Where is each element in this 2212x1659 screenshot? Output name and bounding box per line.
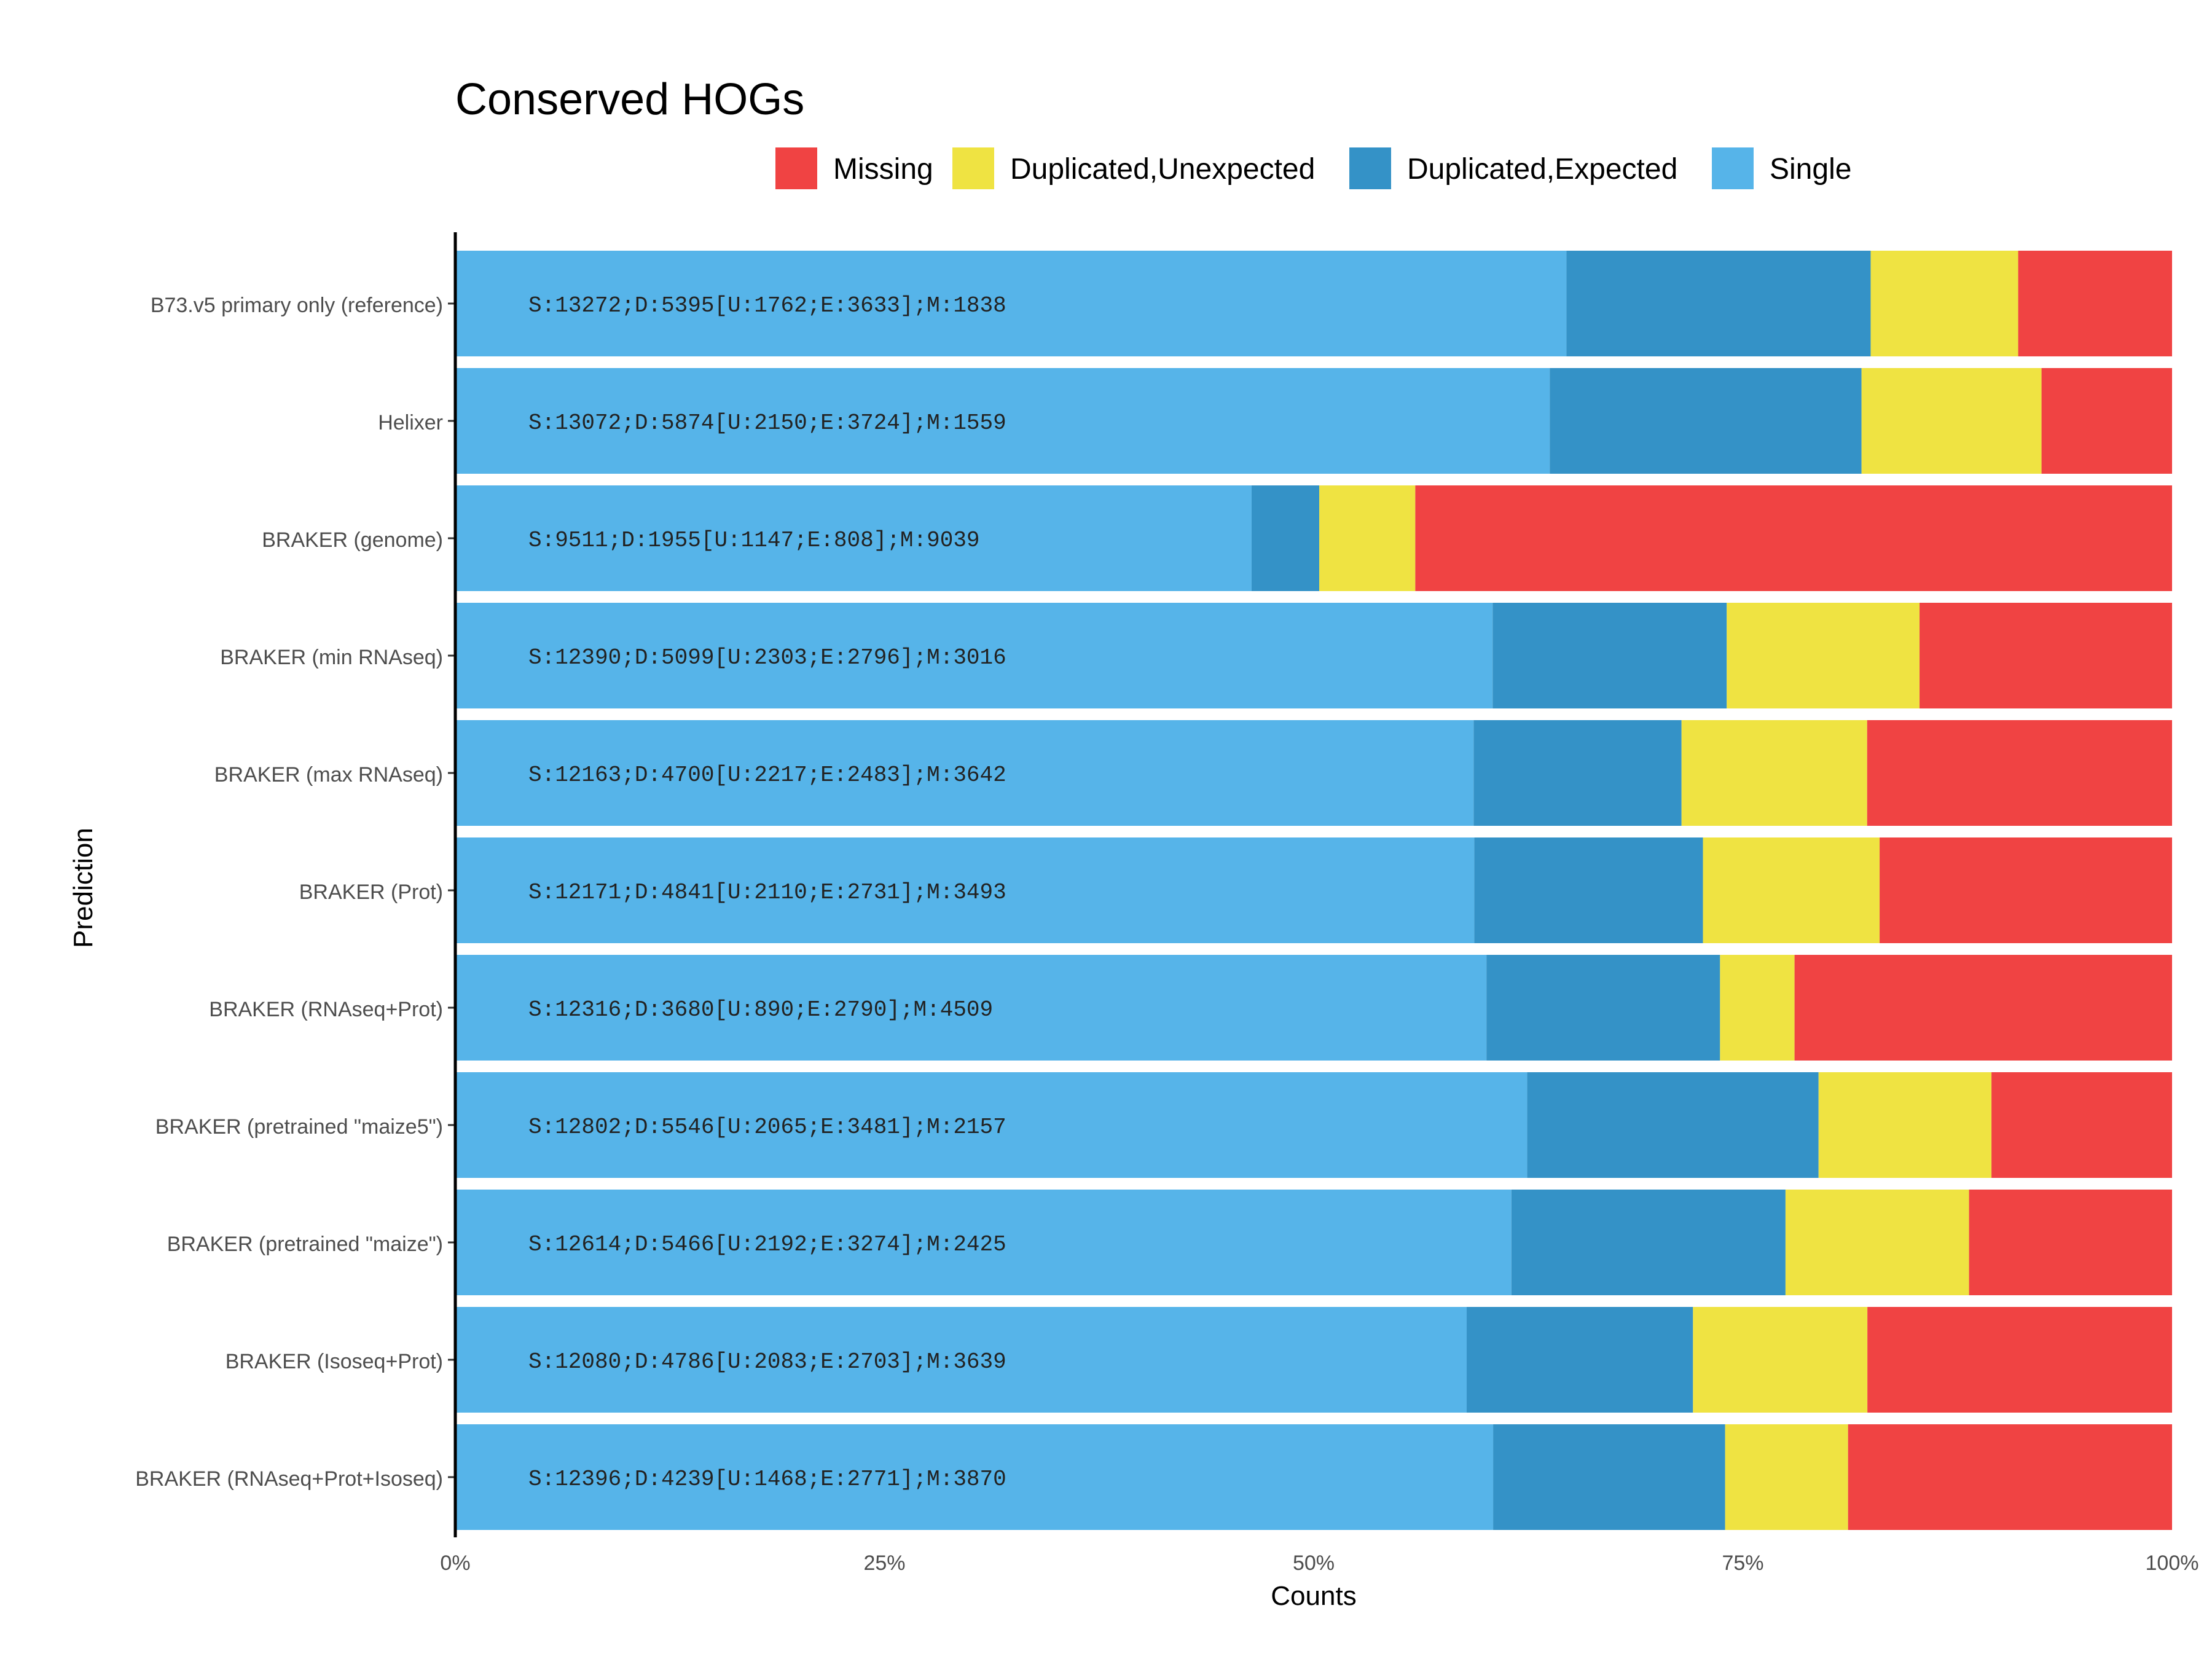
bar-annotation: S:12614;D:5466[U:2192;E:3274];M:2425	[528, 1232, 1006, 1257]
bar-segment-duplicated-unexpected	[1818, 1072, 1992, 1178]
bar-segment-duplicated-expected	[1492, 603, 1727, 708]
bar-annotation: S:12080;D:4786[U:2083;E:2703];M:3639	[528, 1349, 1006, 1375]
bar-annotation: S:13072;D:5874[U:2150;E:3724];M:1559	[528, 410, 1006, 436]
bar-annotations-group: S:13272;D:5395[U:1762;E:3633];M:1838 S:13…	[528, 293, 1006, 1492]
bar-annotation: S:12802;D:5546[U:2065;E:3481];M:2157	[528, 1115, 1006, 1140]
y-tick-label: BRAKER (max RNAseq)	[214, 763, 443, 786]
bar-segment-missing	[1880, 837, 2172, 943]
bar-annotation: S:12163;D:4700[U:2217;E:2483];M:3642	[528, 763, 1006, 788]
legend-swatch-single	[1712, 147, 1754, 189]
y-tick-label: BRAKER (Prot)	[299, 880, 443, 904]
bar-segment-missing	[1415, 485, 2172, 591]
bar-annotation: S:13272;D:5395[U:1762;E:3633];M:1838	[528, 293, 1006, 318]
chart-title: Conserved HOGs	[455, 75, 804, 124]
x-tick-label: 75%	[1722, 1551, 1763, 1575]
bar-segment-missing	[2041, 368, 2172, 474]
bar-segment-duplicated-expected	[1550, 368, 1862, 474]
bar-segment-duplicated-expected	[1493, 1424, 1725, 1530]
bar-segment-missing	[1867, 1307, 2172, 1413]
bar-segment-single	[455, 603, 1493, 708]
bar-segment-missing	[1991, 1072, 2172, 1178]
bar-segment-single	[455, 1072, 1528, 1178]
bar-annotation: S:12396;D:4239[U:1468;E:2771];M:3870	[528, 1467, 1006, 1492]
bar-segment-missing	[1867, 720, 2172, 826]
bar-annotation: S:9511;D:1955[U:1147;E:808];M:9039	[528, 528, 980, 553]
bar-segment-duplicated-unexpected	[1861, 368, 2042, 474]
y-tick-label: BRAKER (pretrained "maize5")	[155, 1115, 443, 1139]
y-tick-label: BRAKER (min RNAseq)	[220, 646, 443, 669]
y-tick-label: B73.v5 primary only (reference)	[151, 294, 443, 317]
legend-label-missing: Missing	[833, 153, 933, 186]
x-axis-tick-labels: 0% 25% 50% 75% 100%	[440, 1551, 2198, 1575]
y-tick-label: BRAKER (genome)	[262, 528, 443, 552]
x-tick-label: 100%	[2146, 1551, 2199, 1575]
bar-segment-duplicated-unexpected	[1870, 251, 2018, 356]
bar-segment-single	[455, 1424, 1494, 1530]
bar-segment-single	[455, 1307, 1467, 1413]
legend-label-duplicated-expected: Duplicated,Expected	[1407, 153, 1677, 186]
bar-segment-single	[455, 837, 1475, 943]
bar-annotation: S:12171;D:4841[U:2110;E:2731];M:3493	[528, 880, 1006, 905]
bar-segment-single	[455, 368, 1550, 474]
bar-segment-duplicated-unexpected	[1703, 837, 1880, 943]
bar-segment-duplicated-expected	[1474, 837, 1703, 943]
bar-segment-duplicated-expected	[1251, 485, 1320, 591]
y-tick-label: BRAKER (RNAseq+Prot)	[209, 998, 443, 1021]
bar-segment-duplicated-expected	[1527, 1072, 1819, 1178]
legend-label-duplicated-unexpected: Duplicated,Unexpected	[1010, 153, 1315, 186]
bar-segment-duplicated-expected	[1566, 251, 1871, 356]
bar-segment-missing	[1920, 603, 2172, 708]
bar-segment-duplicated-expected	[1473, 720, 1682, 826]
bar-annotation: S:12390;D:5099[U:2303;E:2796];M:3016	[528, 645, 1006, 670]
x-tick-label: 0%	[440, 1551, 470, 1575]
y-tick-label: Helixer	[378, 411, 443, 434]
bar-segment-single	[455, 955, 1487, 1061]
bar-segment-duplicated-unexpected	[1725, 1424, 1848, 1530]
bar-segment-duplicated-expected	[1467, 1307, 1693, 1413]
y-tick-label: BRAKER (pretrained "maize")	[167, 1233, 443, 1256]
bar-segment-missing	[1969, 1190, 2172, 1295]
bar-segment-missing	[1794, 955, 2172, 1061]
y-tick-label: BRAKER (RNAseq+Prot+Isoseq)	[135, 1467, 443, 1491]
x-tick-label: 50%	[1293, 1551, 1335, 1575]
bar-segment-duplicated-expected	[1486, 955, 1720, 1061]
legend-label-single: Single	[1770, 153, 1851, 186]
y-tick-label: BRAKER (Isoseq+Prot)	[226, 1350, 443, 1373]
bar-segment-missing	[2018, 251, 2172, 356]
bar-segment-single	[455, 251, 1567, 356]
bar-segment-duplicated-unexpected	[1727, 603, 1920, 708]
bar-segment-duplicated-unexpected	[1319, 485, 1416, 591]
legend-swatch-duplicated-expected	[1349, 147, 1391, 189]
bars-group	[455, 251, 2172, 1530]
bar-segment-duplicated-expected	[1511, 1190, 1786, 1295]
bar-segment-duplicated-unexpected	[1720, 955, 1795, 1061]
x-tick-label: 25%	[863, 1551, 905, 1575]
y-axis-label: Prediction	[68, 828, 98, 948]
bar-segment-single	[455, 1190, 1512, 1295]
legend-swatch-duplicated-unexpected	[952, 147, 994, 189]
x-axis-label: Counts	[1271, 1581, 1356, 1611]
legend-swatch-missing	[775, 147, 817, 189]
y-axis-tick-labels: B73.v5 primary only (reference) Helixer BR…	[135, 294, 455, 1491]
bar-segment-missing	[1848, 1424, 2172, 1530]
bar-segment-duplicated-unexpected	[1693, 1307, 1868, 1413]
bar-segment-single	[455, 720, 1474, 826]
bar-annotation: S:12316;D:3680[U:890;E:2790];M:4509	[528, 997, 993, 1022]
bar-segment-duplicated-unexpected	[1681, 720, 1867, 826]
bar-segment-single	[455, 485, 1252, 591]
legend: Missing Duplicated,Unexpected Duplicated,E…	[775, 147, 1851, 189]
bar-segment-duplicated-unexpected	[1785, 1190, 1969, 1295]
